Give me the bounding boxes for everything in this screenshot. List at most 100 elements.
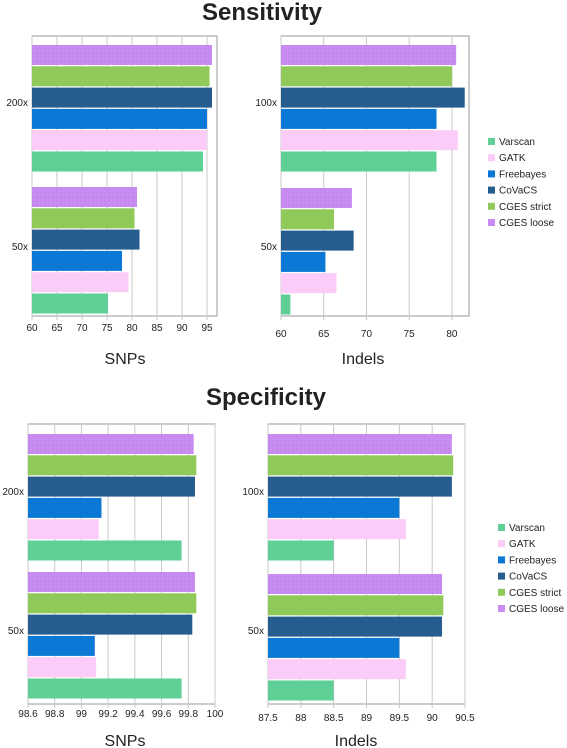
legend: Varscan GATK Freebayes CoVaCS CGES strict CGE… bbox=[488, 137, 554, 229]
category-label: 100x bbox=[255, 98, 277, 109]
bar-gatk-200x bbox=[28, 519, 99, 540]
legend-swatch-varscan bbox=[498, 524, 505, 531]
x-tick-label: 90 bbox=[176, 323, 188, 334]
bar-gatk-50x bbox=[32, 272, 129, 293]
bar-cges-strict-200x bbox=[28, 455, 197, 476]
bar-varscan-200x bbox=[28, 540, 182, 561]
legend-label-cges-strict: CGES strict bbox=[499, 202, 551, 213]
bar-texture bbox=[268, 574, 443, 594]
x-axis-label: SNPs bbox=[105, 733, 146, 748]
x-tick-label: 80 bbox=[126, 323, 138, 334]
bar-freebayes-200x bbox=[28, 497, 102, 518]
bar-texture bbox=[32, 45, 212, 65]
legend-swatch-freebayes bbox=[498, 556, 505, 564]
legend-label-cges-strict: CGES strict bbox=[509, 588, 561, 599]
legend-swatch-gatk bbox=[488, 154, 495, 162]
bar-gatk-100x bbox=[268, 519, 406, 540]
bar-covacs-100x bbox=[268, 476, 452, 497]
x-tick-label: 85 bbox=[151, 323, 163, 334]
bar-covacs-50x bbox=[281, 230, 354, 251]
x-tick-label: 90.5 bbox=[455, 713, 475, 724]
x-tick-label: 89.5 bbox=[390, 713, 410, 724]
bar-cges-strict-50x bbox=[32, 208, 135, 229]
category-label: 200x bbox=[6, 98, 28, 109]
x-tick-label: 99.2 bbox=[98, 709, 118, 720]
x-tick-label: 90 bbox=[427, 713, 439, 724]
x-tick-label: 60 bbox=[275, 329, 287, 340]
bar-freebayes-200x bbox=[32, 108, 207, 129]
bar-cges-strict-50x bbox=[268, 595, 444, 616]
bar-gatk-50x bbox=[268, 659, 406, 680]
bar-varscan-200x bbox=[32, 151, 203, 172]
chart-sensitivity-indels: 60 65 70 75 80 Indels 100x 50x bbox=[255, 35, 470, 368]
category-label: 50x bbox=[8, 626, 24, 637]
bar-cges-strict-50x bbox=[281, 209, 334, 230]
category-label: 100x bbox=[242, 487, 264, 498]
x-tick-label: 88.5 bbox=[324, 713, 344, 724]
bar-varscan-100x bbox=[268, 540, 334, 561]
x-tick-label: 75 bbox=[404, 329, 416, 340]
legend-label-varscan: Varscan bbox=[499, 137, 535, 148]
legend-swatch-gatk bbox=[498, 540, 505, 548]
x-tick-label: 70 bbox=[76, 323, 88, 334]
legend-label-freebayes: Freebayes bbox=[509, 555, 556, 566]
legend-swatch-freebayes bbox=[488, 170, 495, 178]
bar-freebayes-50x bbox=[268, 637, 400, 658]
bar-covacs-200x bbox=[28, 476, 195, 497]
legend-swatch-cges-loose bbox=[488, 219, 495, 226]
bar-cges-strict-50x bbox=[28, 593, 197, 614]
legend-swatch-covacs bbox=[498, 572, 505, 580]
bar-freebayes-50x bbox=[28, 635, 95, 656]
legend-label-varscan: Varscan bbox=[509, 523, 545, 534]
x-tick-label: 98.8 bbox=[45, 709, 65, 720]
bar-covacs-50x bbox=[268, 616, 443, 637]
bar-varscan-50x bbox=[32, 293, 108, 314]
chart-specificity-indels: 87.5 88 88.5 89 89.5 90 90.5 Indels 100x 50x bbox=[242, 423, 475, 748]
x-axis-label: Indels bbox=[335, 733, 378, 748]
bar-freebayes-100x bbox=[281, 108, 437, 129]
bar-varscan-50x bbox=[28, 678, 182, 699]
x-tick-label: 65 bbox=[51, 323, 63, 334]
x-tick-label: 65 bbox=[318, 329, 330, 340]
legend-label-freebayes: Freebayes bbox=[499, 169, 546, 180]
bar-texture bbox=[32, 187, 137, 207]
bar-varscan-50x bbox=[268, 680, 334, 701]
legend-swatch-varscan bbox=[488, 138, 495, 145]
legend-label-gatk: GATK bbox=[509, 539, 536, 550]
x-tick-label: 70 bbox=[361, 329, 373, 340]
bar-covacs-50x bbox=[32, 229, 140, 250]
x-axis-label: Indels bbox=[342, 351, 385, 368]
x-tick-label: 100 bbox=[207, 709, 224, 720]
bar-cges-strict-200x bbox=[32, 66, 210, 87]
legend: Varscan GATK Freebayes CoVaCS CGES strict CGE… bbox=[498, 523, 564, 615]
specificity-heading: Specificity bbox=[206, 384, 327, 411]
category-label: 50x bbox=[12, 242, 28, 253]
bar-texture bbox=[268, 434, 452, 454]
bar-texture bbox=[28, 572, 195, 592]
x-tick-label: 60 bbox=[26, 323, 38, 334]
category-label: 50x bbox=[248, 626, 264, 637]
legend-label-covacs: CoVaCS bbox=[509, 572, 547, 583]
bar-gatk-200x bbox=[32, 130, 207, 151]
bar-texture bbox=[281, 188, 352, 208]
legend-swatch-cges-strict bbox=[488, 202, 495, 210]
chart-specificity-snps: 98.6 98.8 99 99.2 99.4 99.6 99.8 100 SNPs 200x 50x bbox=[2, 423, 224, 748]
legend-label-cges-loose: CGES loose bbox=[509, 604, 564, 615]
legend-label-gatk: GATK bbox=[499, 153, 526, 164]
x-tick-label: 99.6 bbox=[152, 709, 172, 720]
x-tick-label: 99 bbox=[76, 709, 88, 720]
category-label: 200x bbox=[2, 487, 24, 498]
category-label: 50x bbox=[261, 242, 277, 253]
bar-gatk-100x bbox=[281, 130, 458, 151]
x-tick-label: 98.6 bbox=[18, 709, 38, 720]
bar-varscan-100x bbox=[281, 151, 437, 172]
bar-freebayes-50x bbox=[32, 250, 122, 271]
legend-label-covacs: CoVaCS bbox=[499, 186, 537, 197]
bar-texture bbox=[28, 434, 194, 454]
x-tick-label: 75 bbox=[101, 323, 113, 334]
legend-label-cges-loose: CGES loose bbox=[499, 218, 554, 229]
bar-texture bbox=[281, 45, 457, 65]
legend-swatch-cges-loose bbox=[498, 605, 505, 612]
x-tick-label: 89 bbox=[361, 713, 373, 724]
